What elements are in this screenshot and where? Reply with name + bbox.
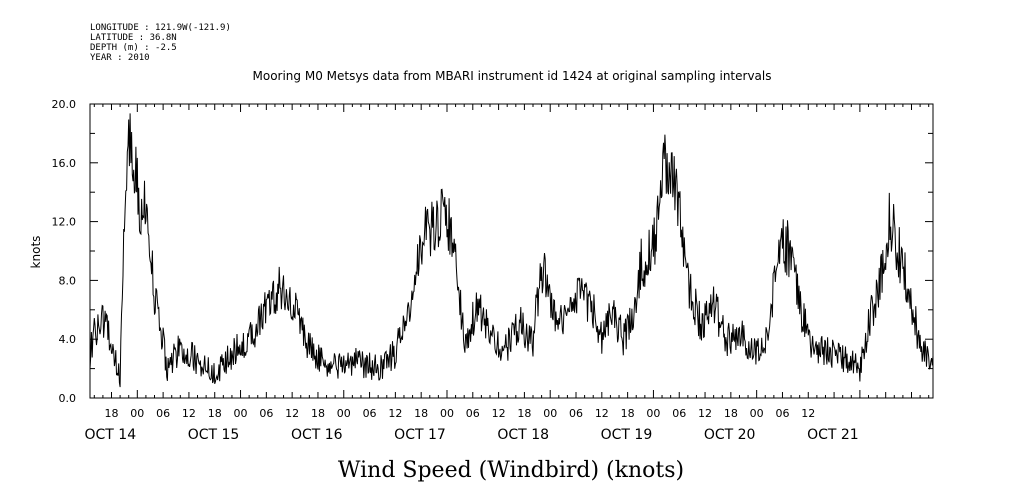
x-hour-label: 06	[259, 407, 273, 420]
x-axis-ticks	[93, 104, 930, 398]
x-hour-label: 00	[337, 407, 351, 420]
x-hour-label: 12	[492, 407, 506, 420]
series-line-wind-speed	[89, 113, 934, 388]
x-date-label: OCT 19	[601, 427, 653, 443]
x-hour-label: 06	[672, 407, 686, 420]
latitude-label: LATITUDE : 36.8N	[90, 33, 177, 43]
x-hour-label: 18	[621, 407, 635, 420]
y-axis-ticks: 0.0 4.0 8.0 12.0 16.0 20.0	[52, 98, 933, 405]
x-hour-label: 06	[775, 407, 789, 420]
x-hour-label: 12	[388, 407, 402, 420]
year-label: YEAR : 2010	[90, 53, 150, 63]
y-tick-label: 12.0	[52, 216, 77, 229]
x-axis-date-labels: OCT 14 OCT 15 OCT 16 OCT 17 OCT 18 OCT 19 OCT …	[84, 427, 858, 443]
x-hour-label: 06	[466, 407, 480, 420]
longitude-label: LONGITUDE : 121.9W(-121.9)	[90, 23, 231, 33]
x-date-label: OCT 14	[84, 427, 136, 443]
y-tick-label: 4.0	[59, 333, 77, 346]
depth-label: DEPTH (m) : -2.5	[90, 43, 177, 53]
x-hour-label: 18	[208, 407, 222, 420]
y-tick-label: 20.0	[52, 98, 77, 111]
plot-frame	[89, 103, 934, 399]
x-date-label: OCT 18	[497, 427, 549, 443]
x-hour-label: 18	[311, 407, 325, 420]
y-tick-label: 0.0	[59, 392, 77, 405]
x-date-label: OCT 16	[291, 427, 343, 443]
y-tick-label: 8.0	[59, 274, 77, 287]
x-hour-label: 18	[724, 407, 738, 420]
x-hour-label: 12	[698, 407, 712, 420]
x-hour-label: 00	[543, 407, 557, 420]
x-hour-label: 06	[156, 407, 170, 420]
x-hour-label: 12	[801, 407, 815, 420]
x-hour-label: 12	[182, 407, 196, 420]
x-hour-label: 06	[569, 407, 583, 420]
x-hour-label: 00	[646, 407, 660, 420]
x-hour-label: 18	[105, 407, 119, 420]
y-axis-label: knots	[29, 236, 43, 269]
location-metadata: LONGITUDE : 121.9W(-121.9) LATITUDE : 36…	[90, 23, 231, 63]
x-axis-hour-labels: 18 00 06 12 18 00 06 12 18 00 06 12 18 00 06 12 18 00 06 12…	[105, 407, 816, 420]
x-date-label: OCT 17	[394, 427, 446, 443]
x-hour-label: 12	[595, 407, 609, 420]
bottom-title: Wind Speed (Windbird) (knots)	[338, 458, 684, 483]
x-hour-label: 18	[517, 407, 531, 420]
y-tick-label: 16.0	[52, 157, 77, 170]
x-hour-label: 00	[234, 407, 248, 420]
x-date-label: OCT 21	[807, 427, 859, 443]
x-date-label: OCT 20	[704, 427, 756, 443]
x-hour-label: 00	[130, 407, 144, 420]
x-date-label: OCT 15	[188, 427, 240, 443]
x-hour-label: 06	[363, 407, 377, 420]
x-hour-label: 00	[440, 407, 454, 420]
chart-title: Mooring M0 Metsys data from MBARI instru…	[253, 69, 772, 83]
x-hour-label: 00	[750, 407, 764, 420]
x-hour-label: 18	[414, 407, 428, 420]
x-hour-label: 12	[285, 407, 299, 420]
